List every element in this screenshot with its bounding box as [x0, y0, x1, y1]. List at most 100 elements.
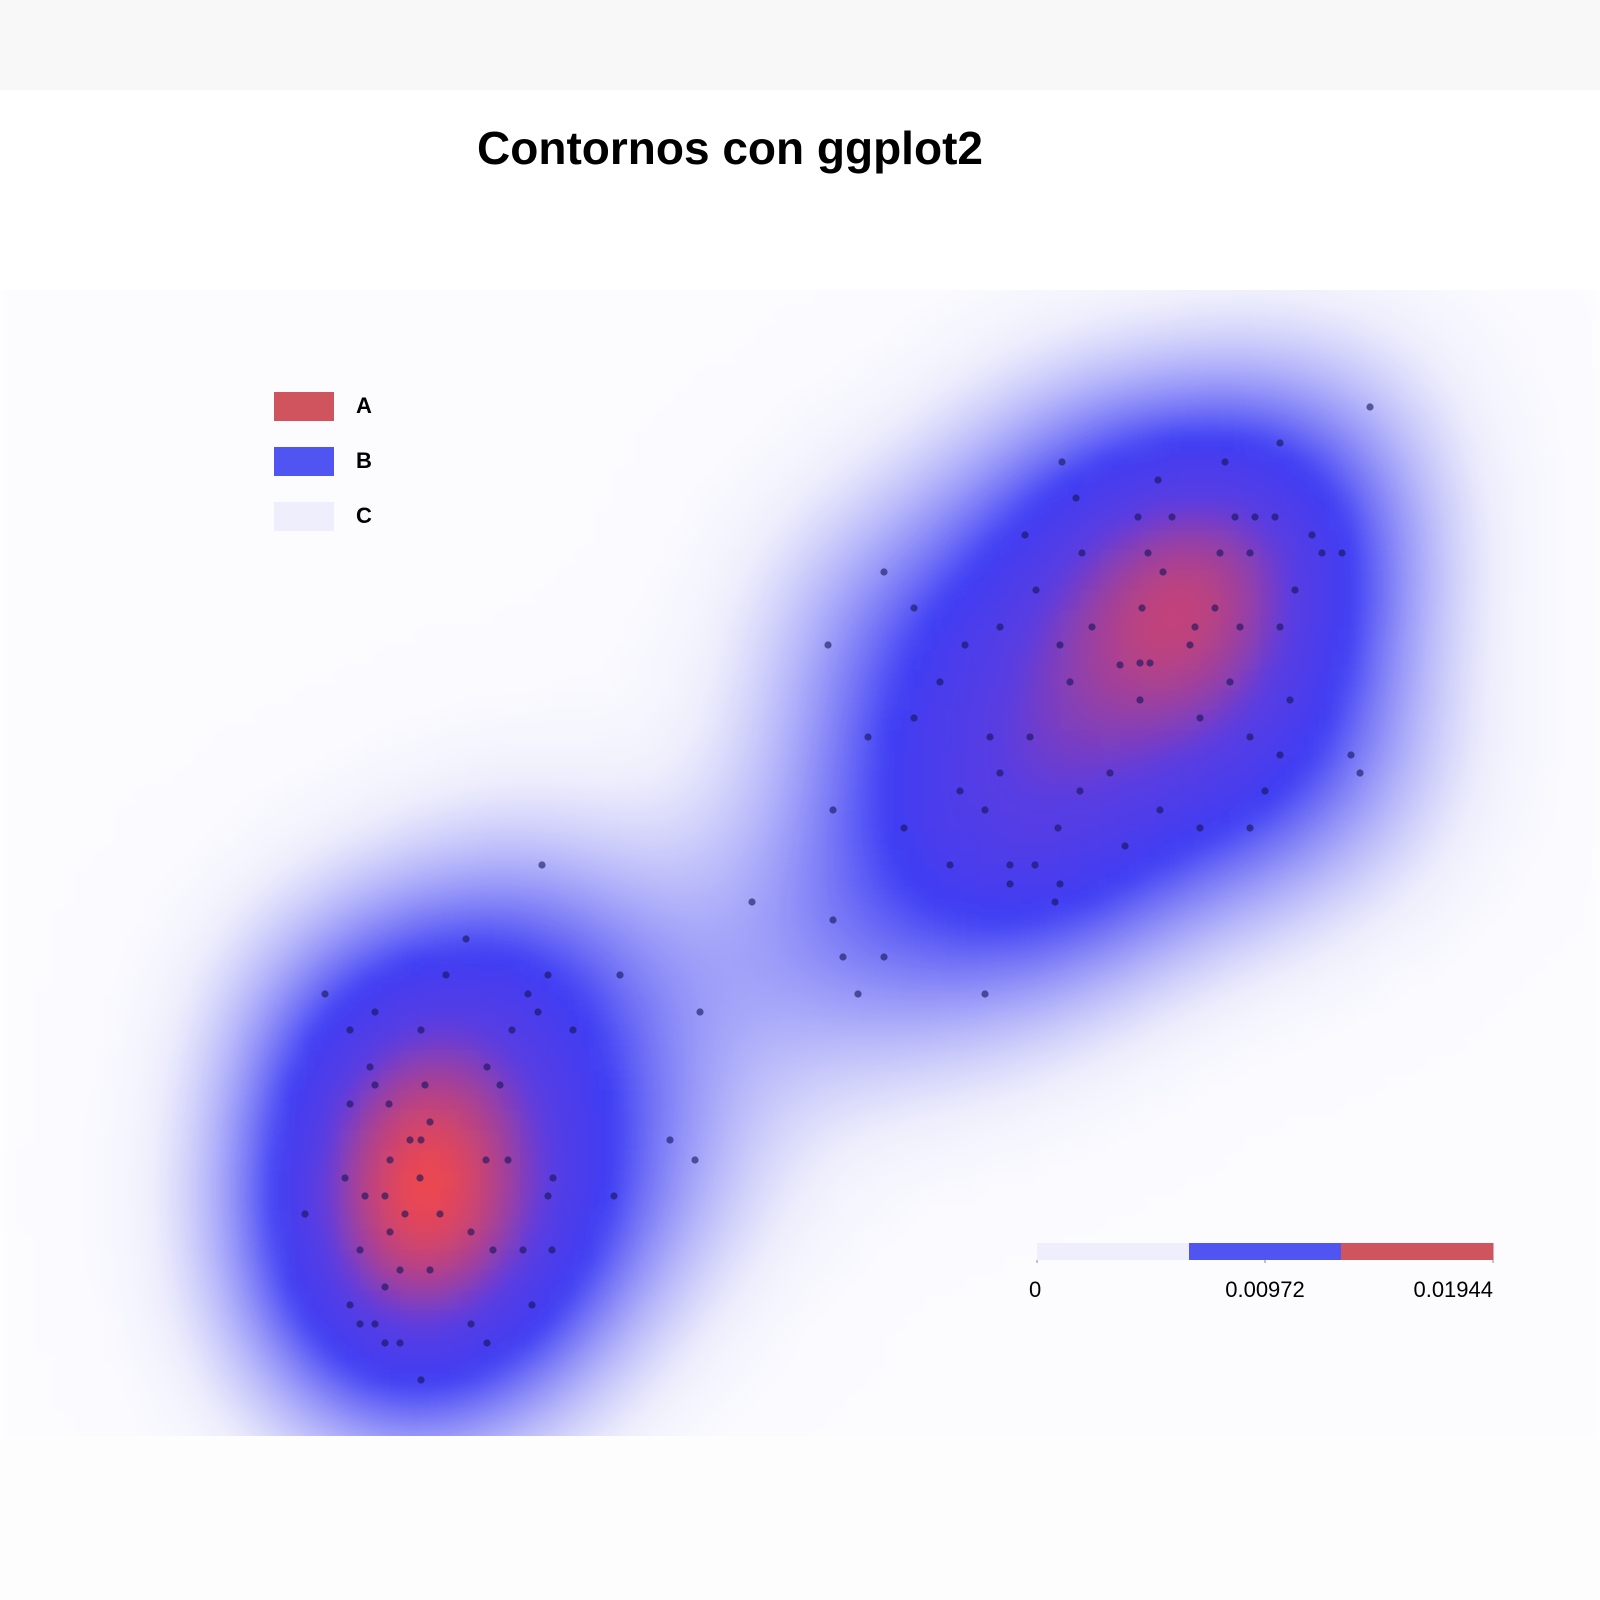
density-cell [920, 290, 941, 311]
density-cell [180, 1190, 201, 1211]
density-cell [1520, 730, 1541, 751]
density-cell [200, 390, 221, 411]
density-cell [140, 790, 161, 811]
density-cell [1180, 1050, 1201, 1071]
density-cell [120, 1430, 141, 1436]
density-cell [1340, 1330, 1361, 1351]
density-cell [160, 730, 181, 751]
density-cell [1260, 530, 1281, 551]
density-cell [160, 450, 181, 471]
density-cell [1520, 1450, 1541, 1471]
density-cell [220, 850, 241, 871]
density-cell [920, 1170, 941, 1191]
density-cell [1560, 410, 1581, 431]
density-cell [440, 1070, 461, 1091]
density-cell [1540, 1010, 1561, 1031]
density-cell [1580, 530, 1600, 551]
density-cell [1320, 670, 1341, 691]
density-cell [20, 690, 41, 711]
density-cell [80, 1090, 101, 1111]
density-cell [540, 1030, 561, 1051]
density-cell [520, 1390, 541, 1411]
density-cell [120, 1310, 141, 1331]
density-cell [500, 670, 521, 691]
density-cell [1200, 770, 1221, 791]
density-cell [0, 1290, 21, 1311]
density-cell [1180, 310, 1201, 331]
density-cell [1520, 590, 1541, 611]
density-cell [820, 650, 841, 671]
density-cell [540, 1270, 561, 1291]
density-cell [1560, 490, 1581, 511]
density-cell [140, 1030, 161, 1051]
density-cell [1560, 1190, 1581, 1211]
density-cell [60, 1370, 81, 1391]
density-cell [580, 410, 601, 431]
density-cell [460, 670, 481, 691]
density-cell [1500, 1330, 1521, 1351]
density-cell [1520, 850, 1541, 871]
density-cell [1380, 1370, 1401, 1391]
density-cell [560, 1410, 581, 1431]
density-cell [540, 570, 561, 591]
density-cell [280, 650, 301, 671]
density-cell [1240, 1450, 1261, 1471]
density-cell [180, 690, 201, 711]
density-cell [1520, 1270, 1541, 1291]
density-cell [720, 790, 741, 811]
density-cell [700, 510, 721, 531]
density-cell [380, 1050, 401, 1071]
density-cell [840, 910, 861, 931]
density-cell [1520, 910, 1541, 931]
density-cell [1560, 350, 1581, 371]
density-cell [160, 990, 181, 1011]
density-cell [300, 1030, 321, 1051]
density-cell [140, 510, 161, 531]
density-cell [1560, 1010, 1581, 1031]
density-cell [700, 1250, 721, 1271]
density-cell [340, 910, 361, 931]
density-cell [240, 830, 261, 851]
point [381, 1192, 389, 1200]
density-cell [1540, 430, 1561, 451]
density-cell [1160, 870, 1181, 891]
density-cell [1100, 930, 1121, 951]
density-cell [1320, 1130, 1341, 1151]
density-cell [0, 1070, 21, 1091]
point [1136, 659, 1144, 667]
density-cell [1120, 750, 1141, 771]
point [1056, 880, 1064, 888]
density-cell [360, 1110, 381, 1131]
density-cell [1260, 770, 1281, 791]
point [1021, 531, 1029, 539]
density-cell [400, 690, 421, 711]
density-cell [340, 1310, 361, 1331]
density-cell [1280, 830, 1301, 851]
density-cell [1360, 290, 1381, 311]
density-cell [1380, 910, 1401, 931]
density-cell [1320, 870, 1341, 891]
density-cell [780, 1030, 801, 1051]
density-cell [940, 730, 961, 751]
density-cell [1580, 1430, 1600, 1436]
density-cell [420, 430, 441, 451]
density-cell [1340, 1150, 1361, 1171]
density-cell [1500, 850, 1521, 871]
density-cell [1340, 1110, 1361, 1131]
density-cell [960, 910, 981, 931]
density-cell [600, 1150, 621, 1171]
density-cell [280, 550, 301, 571]
density-cell [740, 410, 761, 431]
density-cell [340, 750, 361, 771]
density-cell [1200, 1330, 1221, 1351]
density-cell [1360, 1210, 1381, 1231]
density-cell [1100, 1350, 1121, 1371]
density-cell [1380, 590, 1401, 611]
density-cell [40, 1290, 61, 1311]
density-cell [20, 1090, 41, 1111]
density-cell [340, 1130, 361, 1151]
density-cell [60, 550, 81, 571]
density-cell [1020, 990, 1041, 1011]
density-cell [800, 630, 821, 651]
density-cell [480, 1390, 501, 1411]
